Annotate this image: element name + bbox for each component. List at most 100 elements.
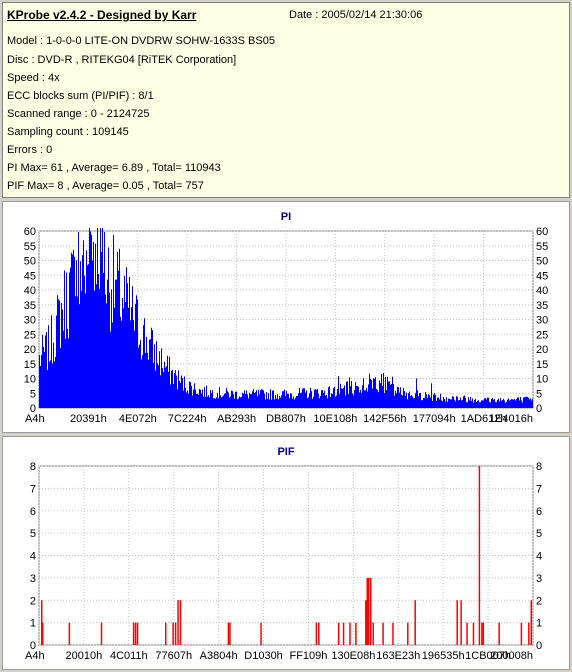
pi-bar [313,396,314,408]
pi-bar [496,402,497,408]
pif-bar [520,622,523,645]
pi-bar [431,383,432,408]
pi-ytick-right: 45 [536,270,548,282]
pi-bar [293,396,294,408]
info-range: Scanned range : 0 - 2124725 [7,108,150,120]
pi-ytick-left: 15 [24,359,36,371]
pif-bar [472,622,475,645]
pi-bar [406,392,407,408]
pi-bar [484,398,485,408]
pi-bar [203,396,204,408]
pi-ytick-right: 60 [536,226,548,238]
pi-bar [264,393,265,408]
pi-bar [206,385,207,408]
pi-bar [370,378,371,408]
pi-bar [157,363,158,408]
pi-bar [475,398,476,408]
pi-bar [151,327,152,408]
pi-bar [188,393,189,408]
pi-bar [404,391,405,408]
pi-bar [50,360,51,408]
pif-xtick: 200008h [490,650,533,662]
pi-bar [202,389,203,408]
pi-bar [495,401,496,408]
pi-bar [531,400,532,408]
pi-bar [393,384,394,408]
pi-bar [347,381,348,408]
pi-bar [263,390,264,408]
pi-bar [95,243,96,408]
pi-bar [511,399,512,408]
pif-bar [498,622,500,645]
pi-bar [519,400,520,408]
pi-bar [322,389,323,408]
pi-bar [423,397,424,408]
pif-ytick-right: 8 [536,461,542,473]
pi-bar [463,396,464,408]
pi-bar [287,393,288,408]
pi-bar [467,402,468,408]
pi-bar [296,395,297,408]
pi-bar [93,241,94,408]
pif-ytick-right: 0 [536,640,542,652]
pi-bar [380,383,381,408]
pi-bar [326,394,327,408]
pi-bar [318,393,319,408]
pif-xtick: 130E08h [331,650,375,662]
info-ecc: ECC blocks sum (PI/PIF) : 8/1 [7,90,154,102]
pi-bar [415,393,416,408]
pi-bar [149,339,150,408]
pi-bar [158,365,159,408]
pi-bar [333,388,334,408]
pi-bar [98,274,99,408]
pi-bar [332,394,333,408]
pi-bar [413,398,414,408]
pif-bar [164,622,167,645]
pi-bar [452,396,453,408]
pi-bar [132,286,133,408]
pi-bar [199,388,200,408]
pi-bar [53,342,54,408]
pi-ytick-right: 40 [536,285,548,297]
pi-bar [490,402,491,408]
pi-bar [507,399,508,408]
pi-bar [268,393,269,408]
pi-bar [469,400,470,408]
pi-bar [466,402,467,408]
pi-bar [483,400,484,408]
pi-bar [444,399,445,408]
pi-bar [69,272,70,408]
pi-bar [417,390,418,408]
pif-ytick-right: 2 [536,595,542,607]
info-pi-stats: PI Max= 61 , Average= 6.89 , Total= 1109… [7,162,221,174]
pi-bar [283,391,284,408]
pi-bar [329,386,330,408]
pi-xtick: 1E4016h [489,413,533,425]
pi-bar [189,381,190,408]
pi-bar [403,387,404,408]
pi-bar [510,399,511,408]
pi-ytick-left: 40 [24,285,36,297]
pi-bar [117,251,118,408]
pi-bar [136,295,137,408]
pi-ytick-left: 55 [24,241,36,253]
pif-ytick-right: 1 [536,618,542,630]
pi-bar [464,395,465,408]
pi-bar [344,385,345,408]
pi-bar [92,260,93,408]
pi-bar [427,397,428,408]
pi-bar [236,391,237,408]
pif-xtick: A4h [25,650,45,662]
pi-bar [237,399,238,408]
pi-bar [460,397,461,408]
pif-bar [342,622,345,645]
pi-bar [139,344,140,408]
pi-bar [489,401,490,408]
pi-bar [65,338,66,408]
pi-bar [123,308,124,408]
pi-bar [276,398,277,408]
pif-xtick: 20010h [66,650,103,662]
pi-bar [350,386,351,408]
pi-bar [399,392,400,408]
pi-bar [451,399,452,408]
